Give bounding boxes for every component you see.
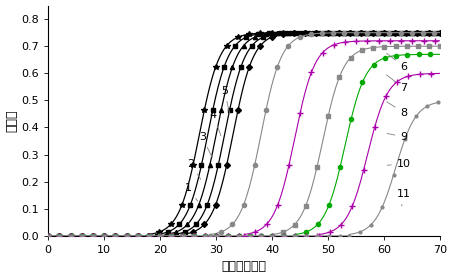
Text: 4: 4 [210, 110, 221, 136]
Text: 10: 10 [387, 159, 411, 169]
Text: 3: 3 [199, 132, 212, 158]
Text: 5: 5 [221, 86, 230, 114]
Text: 11: 11 [397, 189, 411, 206]
Text: 2: 2 [188, 159, 201, 179]
Y-axis label: 浓度値: 浓度値 [5, 109, 19, 132]
X-axis label: 时间（分钟）: 时间（分钟） [222, 260, 267, 273]
Text: 8: 8 [387, 102, 408, 117]
Text: 1: 1 [185, 184, 198, 201]
Text: 7: 7 [386, 75, 408, 93]
Text: 6: 6 [386, 53, 407, 71]
Text: 9: 9 [387, 132, 408, 142]
